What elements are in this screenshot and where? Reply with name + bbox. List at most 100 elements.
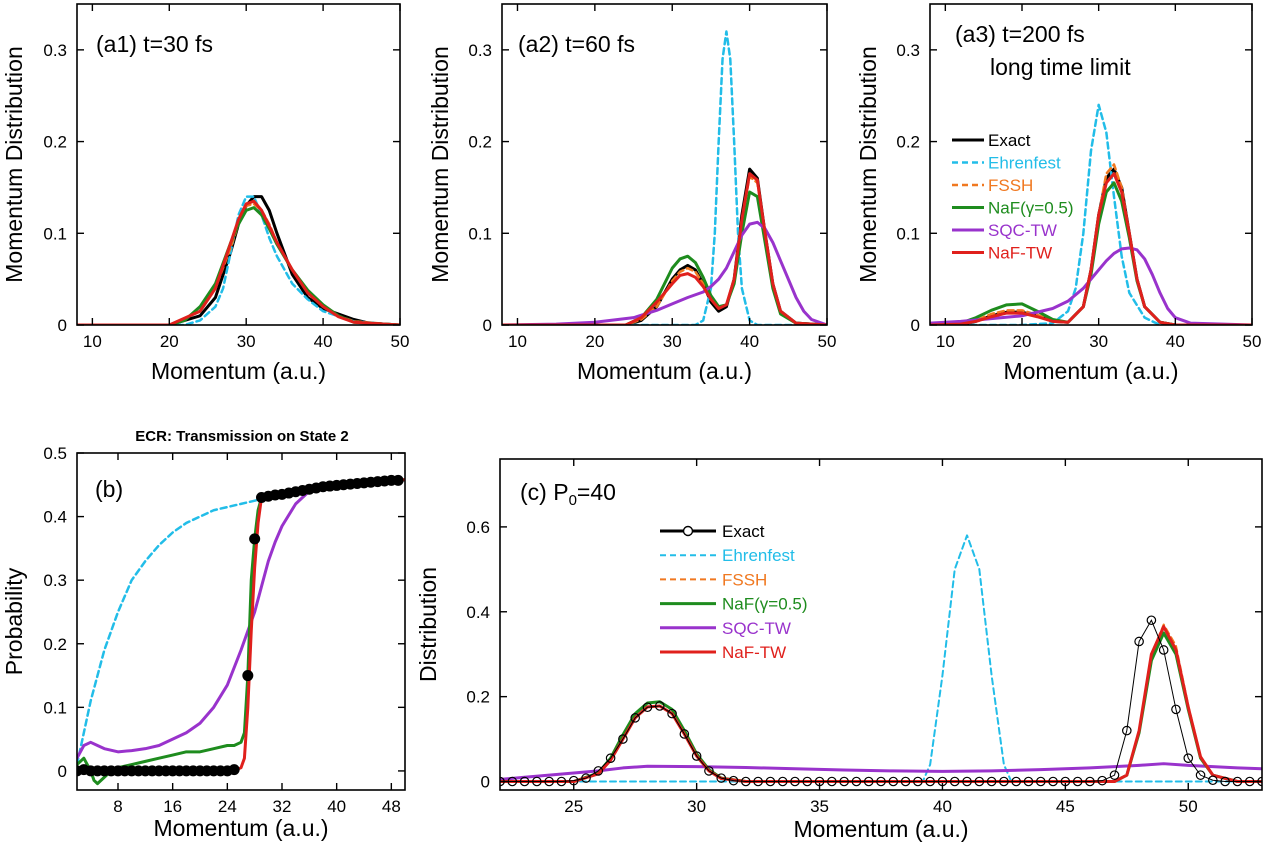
x-tick-label: 16	[163, 797, 182, 816]
x-axis-label: Momentum (a.u.)	[151, 358, 326, 384]
x-tick-label: 32	[273, 797, 292, 816]
y-axis-label: Momentum Distribution	[855, 46, 881, 282]
legend-label-exact: Exact	[988, 131, 1031, 150]
y-axis-label: Momentum Distribution	[427, 46, 453, 282]
series-line-a1-exact	[77, 195, 400, 325]
y-tick-label: 0.5	[43, 444, 67, 463]
data-point-c-exact	[593, 766, 604, 776]
x-tick-label: 40	[933, 797, 952, 816]
legend-label-fssh: FSSH	[988, 176, 1033, 195]
series-line-a1-naf	[77, 206, 400, 325]
x-axis-label: Momentum (a.u.)	[793, 816, 968, 842]
legend-label-ehrenfest: Ehrenfest	[988, 154, 1061, 173]
panel-label-subscript: 0	[569, 492, 577, 509]
x-tick-label: 50	[818, 332, 837, 351]
panel-label: (a2) t=60 fs	[518, 31, 635, 57]
y-tick-label: 0	[483, 316, 492, 335]
series-line-a3-ehrenfest	[930, 103, 1252, 325]
x-tick-label: 40	[1166, 332, 1185, 351]
y-tick-label: 0.1	[896, 224, 920, 243]
panel-a1: 10 20 30 40 50 0 0.1 0.2 0.3 Momentum (a.u.) Momen…	[1, 3, 409, 384]
y-tick-label: 0.2	[896, 133, 920, 152]
x-axis-label: Momentum (a.u.)	[577, 358, 752, 384]
y-tick-label: 0	[481, 773, 490, 792]
data-point-c-exact	[667, 708, 677, 719]
panel-label: (c) P0=40	[520, 479, 616, 509]
x-tick-label: 24	[218, 797, 237, 816]
series-line-b-naf	[77, 478, 405, 786]
x-tick-label: 30	[663, 332, 682, 351]
series-group-a2	[502, 30, 827, 325]
data-point-b-exact	[228, 764, 240, 776]
axes-frame-a2	[501, 3, 828, 326]
series-group-a1	[77, 195, 400, 325]
data-point-c-exact	[716, 773, 727, 783]
data-point-c-exact	[1146, 615, 1157, 626]
axes-frame-a3	[929, 3, 1253, 326]
panel-c: 25 30 35 40 45 50 0 0.2 0.4 0.6 Momentum (a.u.) Dis…	[415, 458, 1263, 842]
x-tick-label: 10	[508, 332, 527, 351]
y-tick-label: 0.3	[468, 41, 492, 60]
panel-b: 8 16 24 32 40 48 0 0.1 0.2 0.3 0.4 0.5 Momentum (a.u…	[1, 428, 406, 841]
axes-frame-a1	[76, 3, 401, 326]
x-tick-label: 35	[810, 797, 829, 816]
panel-a2: 10 20 30 40 50 0 0.1 0.2 0.3 Momentum (a.u.) Momen…	[427, 3, 837, 384]
legend-label-naf: NaF(γ=0.5)	[722, 595, 808, 614]
y-axis-label: Probability	[1, 567, 27, 675]
panel-sublabel: long time limit	[990, 54, 1131, 80]
x-tick-label: 30	[1089, 332, 1108, 351]
y-tick-label: 0.2	[468, 133, 492, 152]
x-tick-label: 30	[237, 332, 256, 351]
data-point-c-exact	[691, 751, 702, 761]
legend-label-naftw: NaF-TW	[722, 643, 786, 662]
series-line-a2-naftw	[502, 172, 827, 325]
panel-label: (b)	[95, 476, 123, 502]
y-tick-label: 0.2	[43, 635, 67, 654]
data-point-c-exact	[581, 773, 591, 783]
y-tick-label: 0.1	[43, 698, 67, 717]
data-point-c-exact	[1122, 725, 1132, 736]
data-point-b-exact	[392, 474, 404, 486]
x-tick-label: 20	[585, 332, 604, 351]
panel-label: (a3) t=200 fs	[955, 21, 1085, 47]
legend-label-ehrenfest: Ehrenfest	[722, 546, 795, 565]
y-tick-label: 0	[911, 316, 920, 335]
x-tick-label: 30	[687, 797, 706, 816]
series-line-b-sqc	[77, 478, 405, 760]
data-point-c-exact	[704, 766, 714, 776]
data-point-c-exact	[1158, 645, 1169, 655]
x-tick-label: 10	[936, 332, 955, 351]
series-line-b-ehrenfest	[77, 479, 405, 766]
legend-label-naf: NaF(γ=0.5)	[988, 199, 1074, 218]
legend-a3: Exact Ehrenfest FSSH NaF(γ=0.5) SQC-TW NaF-TW	[952, 131, 1074, 263]
series-line-a3-naftw	[930, 172, 1252, 325]
x-tick-label: 40	[740, 332, 759, 351]
y-tick-label: 0.2	[466, 688, 490, 707]
data-point-c-exact	[618, 734, 628, 744]
y-tick-label: 0.3	[43, 571, 67, 590]
y-tick-label: 0.1	[43, 224, 67, 243]
series-line-c-ehrenfest	[500, 534, 1262, 783]
data-point-c-exact	[1195, 770, 1206, 780]
y-tick-label: 0.4	[43, 508, 67, 527]
x-axis-label: Momentum (a.u.)	[153, 815, 328, 841]
x-tick-label: 10	[83, 332, 102, 351]
series-line-b-naftw	[77, 478, 405, 773]
y-tick-label: 0.6	[466, 518, 490, 537]
legend-label-fssh: FSSH	[722, 570, 767, 589]
series-group-a3	[930, 103, 1252, 325]
series-group-b	[77, 474, 405, 786]
y-tick-label: 0	[58, 762, 67, 781]
series-line-a1-ehrenfest	[77, 195, 400, 325]
data-point-c-exact	[1183, 753, 1194, 763]
x-tick-label: 8	[113, 797, 122, 816]
legend-c: Exact Ehrenfest FSSH NaF(γ=0.5) SQC-TW NaF-TW	[660, 522, 808, 662]
y-axis-label: Distribution	[415, 567, 441, 682]
data-point-c-exact	[1134, 636, 1144, 647]
y-tick-label: 0.4	[466, 603, 490, 622]
x-tick-label: 50	[1243, 332, 1262, 351]
series-line-c-sqc	[500, 762, 1262, 781]
panel-a3: 10 20 30 40 50 0 0.1 0.2 0.3 Momentum (a.u.) Momen…	[855, 3, 1262, 384]
y-axis-label: Momentum Distribution	[1, 46, 27, 282]
